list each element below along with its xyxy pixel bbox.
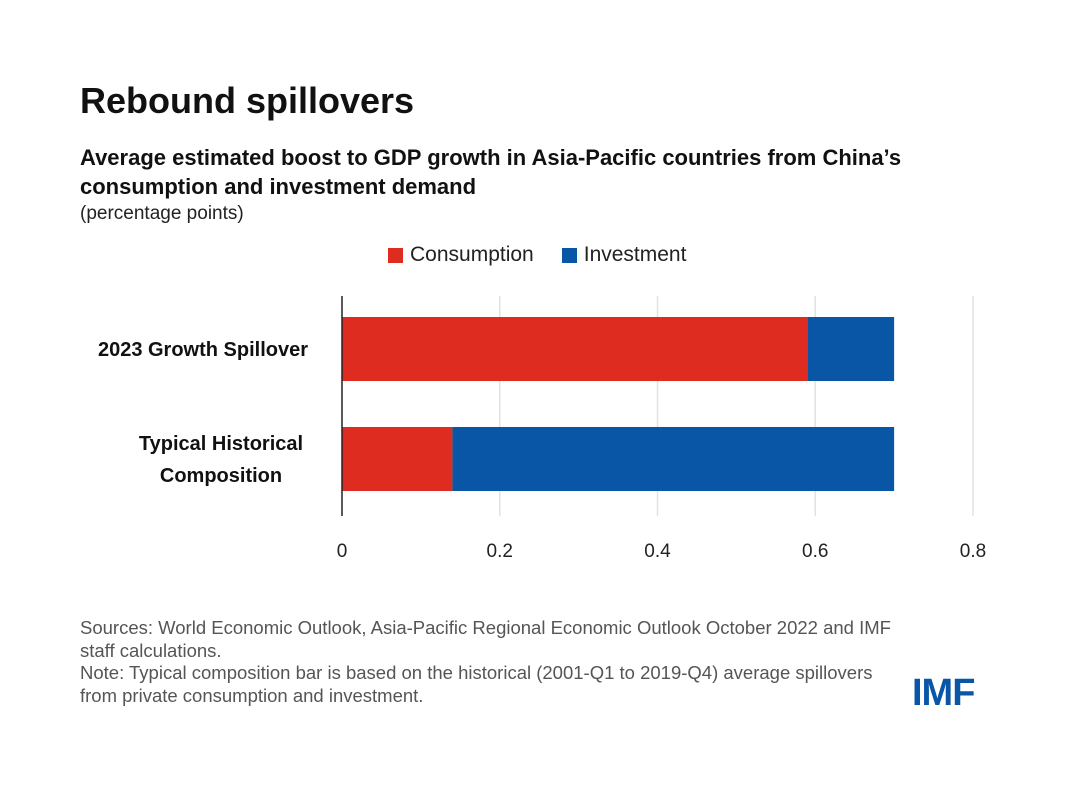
x-tick-label: 0 [337, 541, 348, 562]
legend-item-investment: Investment [561, 243, 687, 267]
category-label: 2023 Growth Spillover [98, 339, 308, 361]
imf-logo: IMF [912, 672, 975, 714]
bar-consumption [342, 317, 808, 381]
chart-title: Rebound spillovers [80, 80, 415, 121]
legend-swatch [561, 247, 577, 263]
legend-label: Consumption [410, 243, 534, 266]
chart-subtitle: Average estimated boost to GDP growth in… [80, 145, 902, 199]
sources-note: Sources: World Economic Outlook, Asia-Pa… [80, 617, 891, 661]
units-label: (percentage points) [80, 203, 244, 224]
legend: Consumption Investment [388, 243, 686, 267]
bar-consumption [342, 427, 453, 491]
legend-item-consumption: Consumption [388, 243, 534, 267]
x-tick-label: 0.2 [487, 541, 513, 562]
category-label: Typical Historical [139, 433, 303, 455]
bar-investment [807, 317, 895, 381]
bar-investment [452, 427, 895, 491]
x-tick-label: 0.4 [644, 541, 671, 562]
footnotes: Sources: World Economic Outlook, Asia-Pa… [80, 617, 900, 707]
legend-label: Investment [583, 243, 687, 266]
x-tick-label: 0.6 [802, 541, 828, 562]
legend-swatch [388, 247, 403, 263]
x-tick-label: 0.8 [960, 541, 986, 562]
category-label: Composition [160, 465, 282, 487]
method-note: Note: Typical composition bar is based o… [80, 662, 873, 706]
